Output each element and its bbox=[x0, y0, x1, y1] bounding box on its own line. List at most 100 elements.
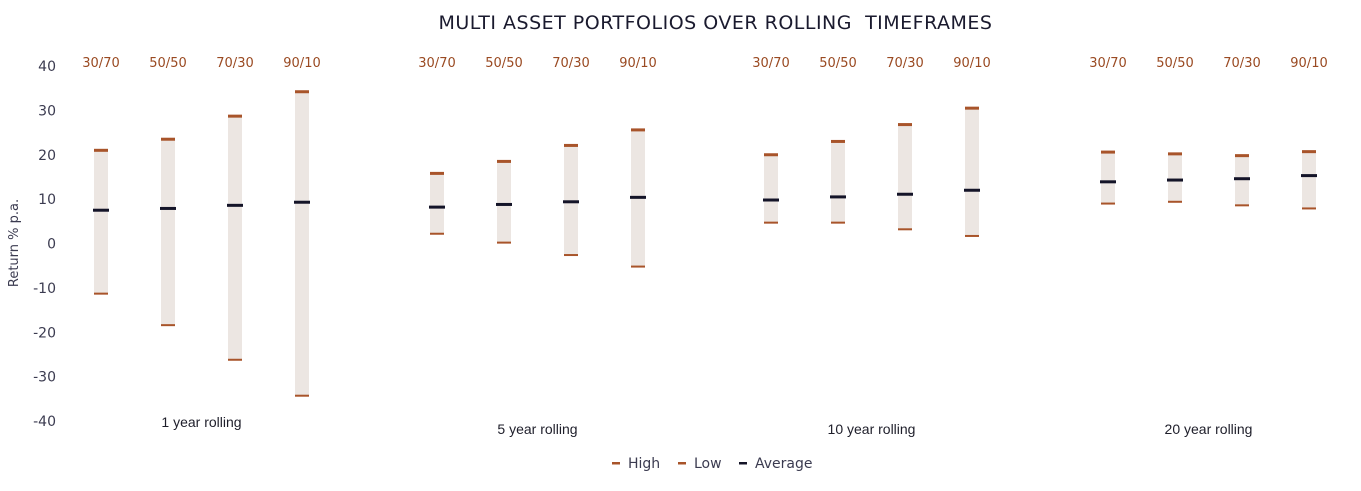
category-label: 30/70 bbox=[752, 56, 789, 71]
high-marker bbox=[497, 159, 511, 163]
range-bar bbox=[1302, 151, 1316, 209]
low-marker bbox=[898, 228, 912, 231]
range-bar bbox=[831, 141, 845, 223]
category-label: 70/30 bbox=[886, 56, 923, 71]
average-marker bbox=[160, 206, 176, 210]
low-marker bbox=[1101, 202, 1115, 205]
range-bar bbox=[430, 173, 444, 234]
category-label: 30/70 bbox=[82, 56, 119, 71]
low-marker bbox=[430, 232, 444, 235]
average-marker bbox=[897, 192, 913, 196]
panel-4: 30/70 50/50 70/30 90/10 20 year rolling bbox=[1089, 56, 1327, 437]
average-marker bbox=[630, 195, 646, 199]
legend-low-swatch bbox=[678, 462, 686, 465]
average-marker bbox=[496, 202, 512, 206]
category-label: 90/10 bbox=[619, 56, 656, 71]
legend: High Low Average bbox=[612, 456, 813, 472]
category-label: 90/10 bbox=[283, 56, 320, 71]
legend-high-swatch bbox=[612, 462, 620, 465]
category-label: 90/10 bbox=[953, 56, 990, 71]
panel-3: 30/70 50/50 70/30 90/10 10 year rolling bbox=[752, 56, 990, 437]
average-marker bbox=[1167, 178, 1183, 182]
category-label: 50/50 bbox=[149, 56, 186, 71]
average-marker bbox=[294, 200, 310, 204]
low-marker bbox=[161, 324, 175, 327]
y-tick-label: -10 bbox=[33, 281, 56, 297]
range-bar bbox=[764, 154, 778, 223]
average-marker bbox=[1301, 174, 1317, 178]
average-marker bbox=[1234, 177, 1250, 181]
chart-panels: 30/70 50/50 70/30 90/10 1 year rolling 30/70 5… bbox=[82, 56, 1327, 437]
chart-title: MULTI ASSET PORTFOLIOS OVER ROLLING TIME… bbox=[438, 12, 993, 34]
low-marker bbox=[497, 241, 511, 244]
high-marker bbox=[965, 106, 979, 110]
low-marker bbox=[1302, 207, 1316, 210]
high-marker bbox=[430, 171, 444, 175]
high-marker bbox=[1168, 152, 1182, 156]
category-label: 30/70 bbox=[418, 56, 455, 71]
category-label: 70/30 bbox=[1223, 56, 1260, 71]
panel-2: 30/70 50/50 70/30 90/10 5 year rolling bbox=[418, 56, 656, 437]
high-marker bbox=[1235, 154, 1249, 158]
category-label: 70/30 bbox=[552, 56, 589, 71]
y-axis-label: Return % p.a. bbox=[7, 199, 22, 287]
high-marker bbox=[764, 153, 778, 157]
category-label: 50/50 bbox=[1156, 56, 1193, 71]
category-label: 90/10 bbox=[1290, 56, 1327, 71]
low-marker bbox=[831, 221, 845, 224]
range-bar bbox=[1168, 153, 1182, 202]
y-tick-label: -20 bbox=[33, 325, 56, 341]
category-label: 50/50 bbox=[819, 56, 856, 71]
range-bar bbox=[295, 91, 309, 396]
y-tick-label: 10 bbox=[38, 192, 56, 208]
range-bar bbox=[1235, 155, 1249, 206]
high-marker bbox=[831, 139, 845, 143]
range-bar bbox=[228, 116, 242, 360]
range-bar bbox=[564, 145, 578, 256]
low-marker bbox=[965, 234, 979, 237]
average-marker bbox=[227, 203, 243, 207]
range-bar bbox=[94, 150, 108, 294]
low-marker bbox=[631, 265, 645, 268]
y-tick-label: 30 bbox=[38, 103, 56, 119]
low-marker bbox=[228, 358, 242, 361]
average-marker bbox=[563, 200, 579, 204]
legend-high-label: High bbox=[628, 456, 660, 472]
high-marker bbox=[228, 114, 242, 118]
high-marker bbox=[1101, 150, 1115, 154]
low-marker bbox=[295, 394, 309, 397]
y-tick-label: 40 bbox=[38, 59, 56, 75]
low-marker bbox=[764, 221, 778, 224]
legend-low-label: Low bbox=[694, 456, 722, 472]
legend-average-label: Average bbox=[755, 456, 813, 472]
y-axis: 40 30 20 10 0 -10 -20 -30 -40 bbox=[33, 59, 56, 430]
high-marker bbox=[161, 137, 175, 141]
high-marker bbox=[564, 143, 578, 147]
low-marker bbox=[94, 292, 108, 295]
category-label: 70/30 bbox=[216, 56, 253, 71]
high-marker bbox=[94, 148, 108, 152]
average-marker bbox=[1100, 180, 1116, 184]
range-bar bbox=[1101, 152, 1115, 204]
high-marker bbox=[1302, 150, 1316, 154]
panel-label: 5 year rolling bbox=[497, 421, 577, 437]
high-marker bbox=[898, 123, 912, 127]
low-marker bbox=[1168, 200, 1182, 203]
y-tick-label: -40 bbox=[33, 414, 56, 430]
panel-label: 10 year rolling bbox=[828, 421, 916, 437]
range-bar bbox=[965, 108, 979, 236]
low-marker bbox=[1235, 204, 1249, 207]
category-label: 30/70 bbox=[1089, 56, 1126, 71]
panel-label: 1 year rolling bbox=[161, 414, 241, 430]
average-marker bbox=[830, 195, 846, 199]
average-marker bbox=[964, 188, 980, 192]
category-label: 50/50 bbox=[485, 56, 522, 71]
y-tick-label: 0 bbox=[47, 237, 56, 253]
range-bar bbox=[898, 124, 912, 230]
average-marker bbox=[429, 205, 445, 209]
high-marker bbox=[295, 90, 309, 94]
y-tick-label: 20 bbox=[38, 148, 56, 164]
average-marker bbox=[763, 198, 779, 202]
range-bar bbox=[161, 139, 175, 326]
